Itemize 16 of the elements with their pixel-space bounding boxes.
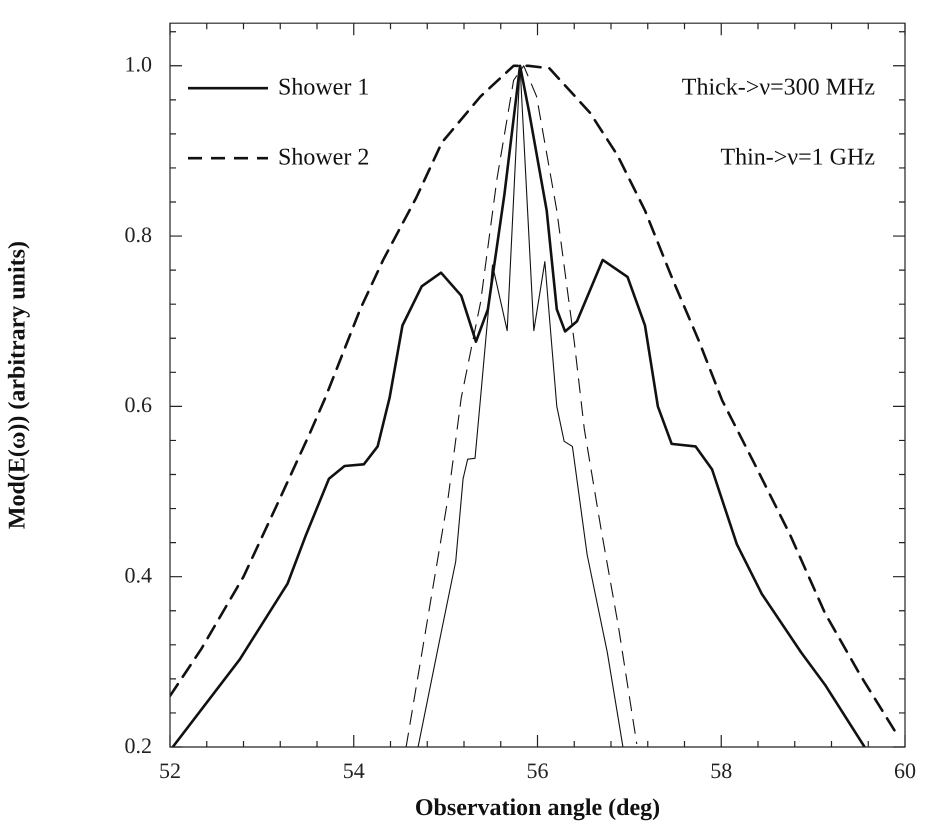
- x-tick-label: 60: [894, 758, 916, 783]
- y-tick-label: 0.2: [124, 732, 152, 758]
- annotation: Thin->ν=1 GHz: [720, 144, 875, 170]
- legend-label: Shower 2: [278, 144, 370, 170]
- y-tick-label: 0.6: [124, 392, 152, 418]
- x-tick-label: 58: [710, 758, 732, 783]
- y-tick-label: 0.4: [124, 562, 152, 588]
- y-tick-label: 1.0: [124, 52, 152, 77]
- x-axis-title: Observation angle (deg): [414, 794, 660, 821]
- legend-label: Shower 1: [278, 74, 370, 100]
- x-tick-label: 54: [342, 758, 365, 783]
- y-tick-label: 0.8: [124, 222, 152, 247]
- y-axis-title: Mod(E(ω)) (arbitrary units): [4, 241, 31, 530]
- annotation: Thick->ν=300 MHz: [682, 74, 875, 100]
- x-tick-label: 56: [526, 758, 548, 783]
- x-tick-label: 52: [159, 758, 181, 783]
